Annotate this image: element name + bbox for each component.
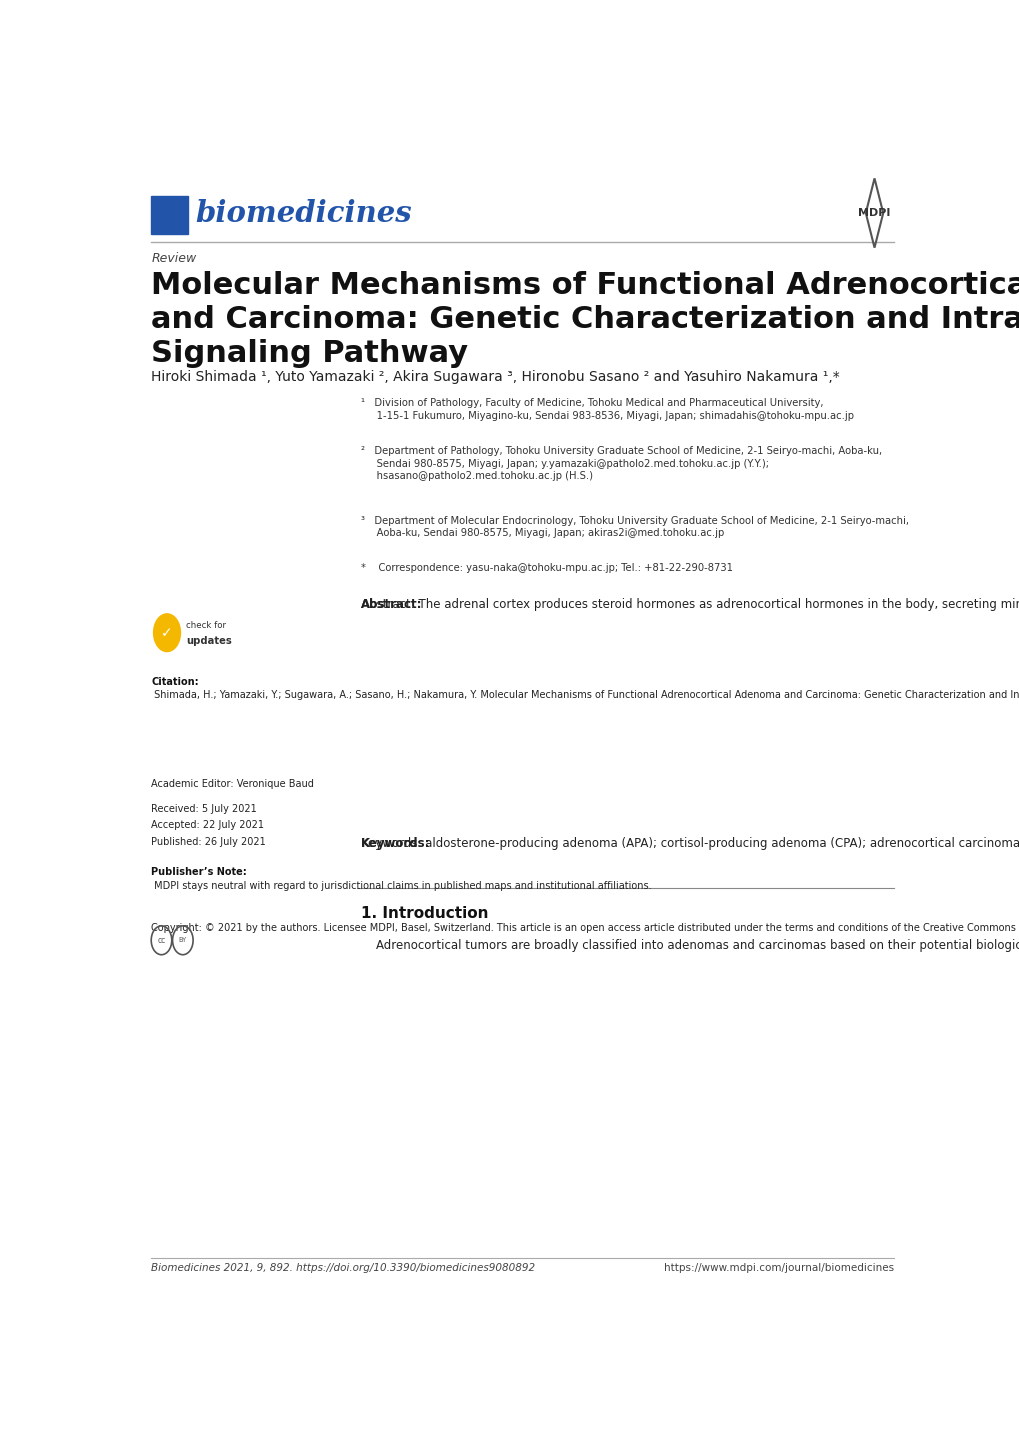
Text: ²   Department of Pathology, Tohoku University Graduate School of Medicine, 2-1 : ² Department of Pathology, Tohoku Univer… xyxy=(361,446,881,482)
Text: Molecular Mechanisms of Functional Adrenocortical Adenoma
and Carcinoma: Genetic: Molecular Mechanisms of Functional Adren… xyxy=(151,271,1019,368)
Text: Review: Review xyxy=(151,252,197,265)
FancyBboxPatch shape xyxy=(151,196,187,234)
Text: Abstract:: Abstract: xyxy=(361,598,422,611)
Text: 1. Introduction: 1. Introduction xyxy=(361,906,488,921)
Text: Keywords:: Keywords: xyxy=(361,836,430,849)
Text: updates: updates xyxy=(185,636,231,646)
Text: biomedicines: biomedicines xyxy=(196,199,412,228)
Text: MDPI: MDPI xyxy=(858,208,890,218)
Text: check for: check for xyxy=(185,620,226,630)
Text: Abstract: The adrenal cortex produces steroid hormones as adrenocortical hormone: Abstract: The adrenal cortex produces st… xyxy=(361,598,1019,611)
Text: Published: 26 July 2021: Published: 26 July 2021 xyxy=(151,836,266,846)
Text: Keywords: aldosterone-producing adenoma (APA); cortisol-producing adenoma (CPA);: Keywords: aldosterone-producing adenoma … xyxy=(361,836,1019,849)
Text: Citation:: Citation: xyxy=(151,678,199,688)
Text: ✓: ✓ xyxy=(161,626,172,640)
Text: Academic Editor: Veronique Baud: Academic Editor: Veronique Baud xyxy=(151,779,314,789)
Text: Biomedicines 2021, 9, 892. https://doi.org/10.3390/biomedicines9080892: Biomedicines 2021, 9, 892. https://doi.o… xyxy=(151,1263,535,1273)
Text: Hiroki Shimada ¹, Yuto Yamazaki ², Akira Sugawara ³, Hironobu Sasano ² and Yasuh: Hiroki Shimada ¹, Yuto Yamazaki ², Akira… xyxy=(151,369,839,384)
Text: Copyright: © 2021 by the authors. Licensee MDPI, Basel, Switzerland. This articl: Copyright: © 2021 by the authors. Licens… xyxy=(151,923,1019,933)
Text: ³   Department of Molecular Endocrinology, Tohoku University Graduate School of : ³ Department of Molecular Endocrinology,… xyxy=(361,516,908,538)
Text: Publisher’s Note:: Publisher’s Note: xyxy=(151,867,247,877)
Circle shape xyxy=(154,614,180,652)
Text: MDPI stays neutral with regard to jurisdictional claims in published maps and in: MDPI stays neutral with regard to jurisd… xyxy=(151,881,651,891)
Text: Accepted: 22 July 2021: Accepted: 22 July 2021 xyxy=(151,820,264,831)
Text: Shimada, H.; Yamazaki, Y.; Sugawara, A.; Sasano, H.; Nakamura, Y. Molecular Mech: Shimada, H.; Yamazaki, Y.; Sugawara, A.;… xyxy=(151,691,1019,701)
Text: ¹   Division of Pathology, Faculty of Medicine, Tohoku Medical and Pharmaceutica: ¹ Division of Pathology, Faculty of Medi… xyxy=(361,398,853,421)
Text: Adrenocortical tumors are broadly classified into adenomas and carcinomas based : Adrenocortical tumors are broadly classi… xyxy=(361,939,1019,952)
Text: https://www.mdpi.com/journal/biomedicines: https://www.mdpi.com/journal/biomedicine… xyxy=(663,1263,894,1273)
Text: BY: BY xyxy=(178,937,186,943)
Text: cc: cc xyxy=(157,936,165,945)
Text: Received: 5 July 2021: Received: 5 July 2021 xyxy=(151,803,257,813)
Text: *    Correspondence: yasu-naka@tohoku-mpu.ac.jp; Tel.: +81-22-290-8731: * Correspondence: yasu-naka@tohoku-mpu.a… xyxy=(361,564,732,574)
